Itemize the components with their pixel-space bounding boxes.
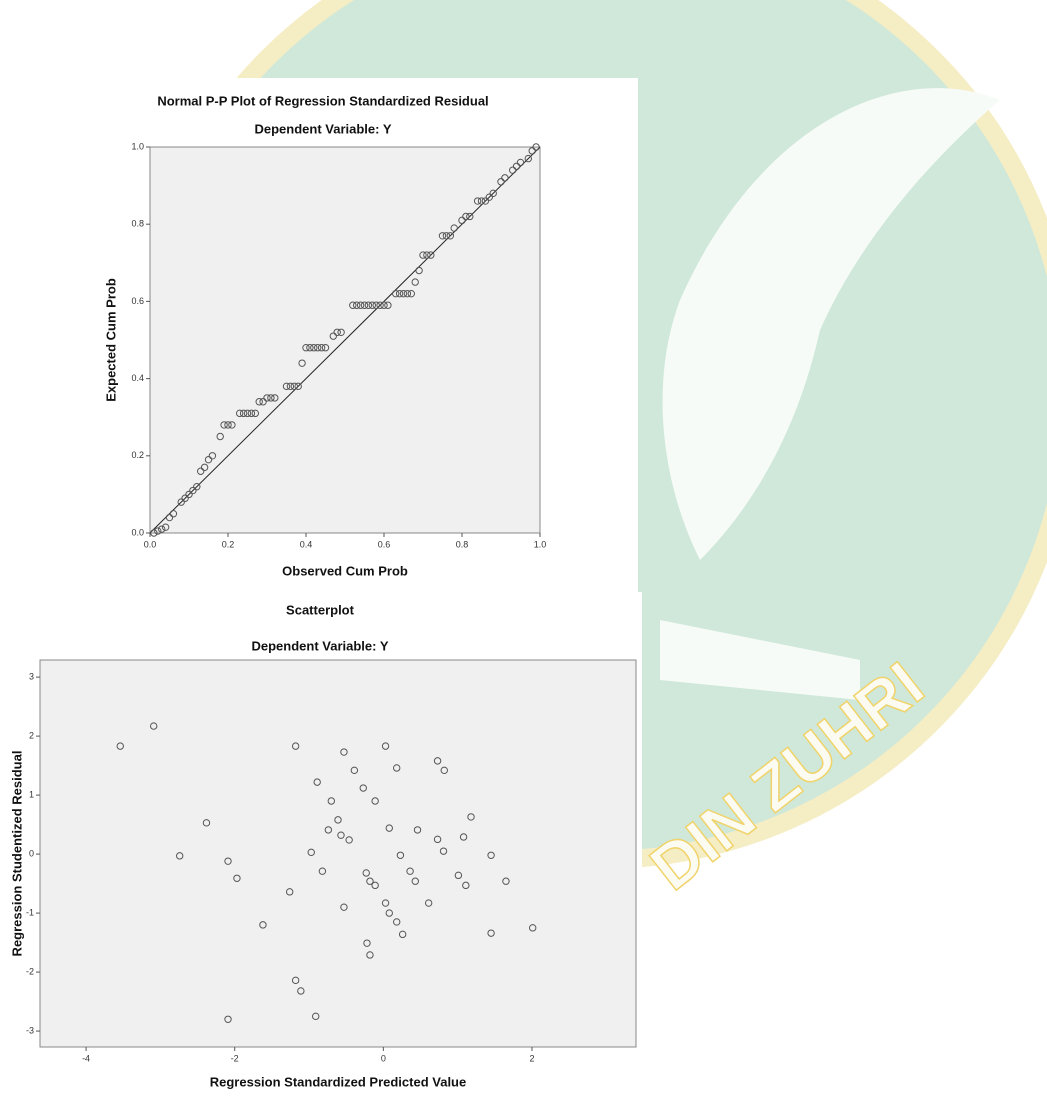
y-tick-label: 1.0 [131,141,144,151]
y-tick-label: -3 [26,1025,34,1035]
y-tick-label: 0.4 [131,373,144,383]
y-axis-label: Expected Cum Prob [103,278,118,402]
page: DIN ZUHRI Normal P-P Plot of Regression … [0,0,1047,1098]
x-axis-label: Regression Standardized Predicted Value [210,1074,466,1089]
x-tick-label: 0.6 [378,539,391,549]
y-tick-label: 0.8 [131,219,144,229]
chart-subtitle: Dependent Variable: Y [254,121,391,136]
y-axis-label: Regression Studentized Residual [9,751,24,957]
x-tick-label: 0.0 [144,539,157,549]
y-tick-label: 2 [29,730,34,740]
y-tick-label: 0.0 [131,527,144,537]
y-tick-label: 0.6 [131,296,144,306]
x-tick-label: 0 [381,1053,386,1063]
x-tick-label: 2 [529,1053,534,1063]
y-tick-label: 3 [29,671,34,681]
x-tick-label: 0.4 [300,539,313,549]
y-tick-label: 0 [29,848,34,858]
y-tick-label: -2 [26,966,34,976]
x-tick-label: 1.0 [534,539,547,549]
y-tick-label: 0.2 [131,450,144,460]
x-tick-label: -4 [82,1053,90,1063]
x-tick-label: 0.8 [456,539,469,549]
y-tick-label: -1 [26,907,34,917]
chart-subtitle: Dependent Variable: Y [251,638,388,653]
x-axis-label: Observed Cum Prob [282,563,408,578]
y-tick-label: 1 [29,789,34,799]
plot-area [40,660,636,1047]
chart-title: Normal P-P Plot of Regression Standardiz… [157,93,488,108]
x-tick-label: -2 [231,1053,239,1063]
chart-title: Scatterplot [286,602,355,617]
x-tick-label: 0.2 [222,539,235,549]
